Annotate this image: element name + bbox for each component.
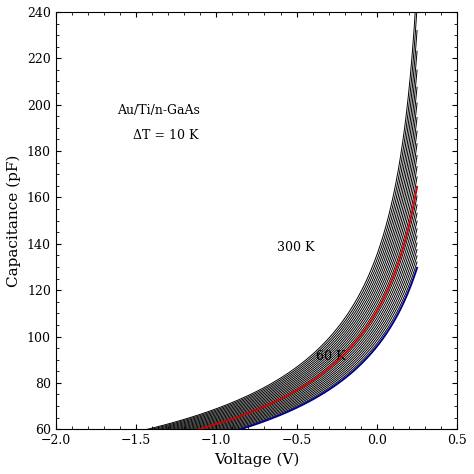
Text: 60 K: 60 K: [316, 350, 346, 363]
Y-axis label: Capacitance (pF): Capacitance (pF): [7, 155, 21, 287]
Text: Au/Ti/n-GaAs: Au/Ti/n-GaAs: [117, 104, 200, 117]
X-axis label: Voltage (V): Voltage (V): [214, 453, 299, 467]
Text: ΔT = 10 K: ΔT = 10 K: [133, 129, 198, 143]
Text: 300 K: 300 K: [277, 241, 315, 254]
